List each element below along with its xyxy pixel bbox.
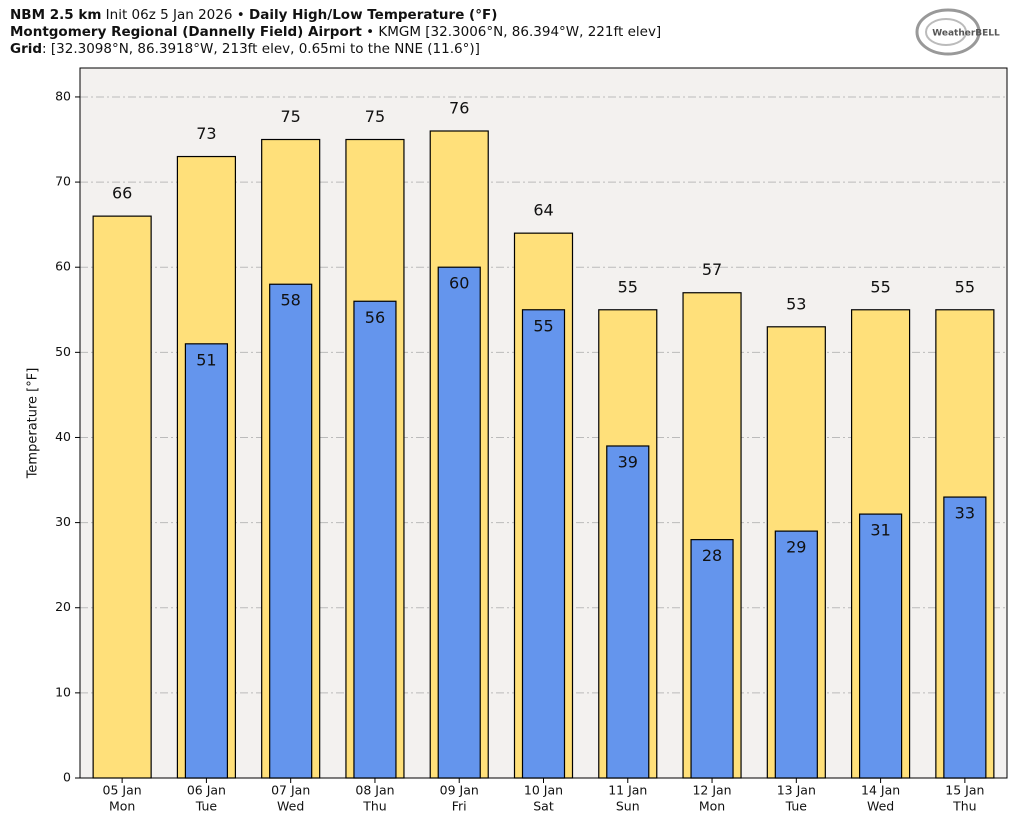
data-label: 33 bbox=[955, 504, 975, 523]
x-tick-sublabel: Tue bbox=[785, 799, 808, 814]
data-label: 56 bbox=[365, 308, 385, 327]
x-tick-sublabel: Tue bbox=[195, 799, 218, 814]
header-text: Init 06z 5 Jan 2026 • bbox=[101, 7, 249, 23]
header: NBM 2.5 km Init 06z 5 Jan 2026 • Daily H… bbox=[10, 7, 661, 58]
y-tick-label: 60 bbox=[55, 259, 71, 274]
data-label: 53 bbox=[786, 294, 806, 313]
data-label: 29 bbox=[786, 538, 806, 557]
bar bbox=[943, 496, 987, 779]
data-label: 57 bbox=[702, 260, 722, 279]
data-label: 28 bbox=[702, 546, 722, 565]
x-tick-sublabel: Sat bbox=[533, 799, 554, 814]
bar bbox=[92, 215, 152, 779]
data-label: 31 bbox=[870, 521, 890, 540]
bar bbox=[184, 343, 229, 779]
y-tick-label: 30 bbox=[55, 514, 71, 529]
y-tick-label: 40 bbox=[55, 429, 71, 444]
x-tick-sublabel: Fri bbox=[452, 799, 467, 814]
logo-text: WeatherBELL bbox=[932, 29, 1000, 39]
x-tick-sublabel: Mon bbox=[109, 799, 135, 814]
data-label: 55 bbox=[618, 277, 638, 296]
x-tick-label: 09 Jan bbox=[440, 783, 479, 798]
data-label: 55 bbox=[533, 316, 553, 335]
bar bbox=[690, 539, 734, 779]
header-text: Montgomery Regional (Dannelly Field) Air… bbox=[10, 24, 362, 40]
bar bbox=[437, 266, 481, 779]
header-line: NBM 2.5 km Init 06z 5 Jan 2026 • Daily H… bbox=[10, 7, 661, 24]
y-tick-label: 0 bbox=[63, 770, 71, 785]
header-text: NBM 2.5 km bbox=[10, 7, 102, 23]
y-tick-label: 80 bbox=[55, 88, 71, 103]
y-tick-label: 50 bbox=[55, 344, 71, 359]
data-label: 66 bbox=[112, 184, 132, 203]
x-tick-sublabel: Wed bbox=[867, 799, 894, 814]
x-tick-label: 06 Jan bbox=[187, 783, 226, 798]
data-label: 76 bbox=[449, 98, 469, 117]
x-tick-label: 10 Jan bbox=[524, 783, 563, 798]
header-text: • KMGM [32.3006°N, 86.394°W, 221ft elev] bbox=[361, 24, 662, 40]
header-text: Daily High/Low Temperature (°F) bbox=[249, 7, 498, 23]
x-tick-sublabel: Sun bbox=[616, 799, 640, 814]
header-text: : [32.3098°N, 86.3918°W, 213ft elev, 0.6… bbox=[42, 41, 480, 57]
x-tick-sublabel: Wed bbox=[277, 799, 304, 814]
bar bbox=[269, 283, 313, 779]
x-tick-label: 07 Jan bbox=[271, 783, 310, 798]
logo: WeatherBELL bbox=[915, 8, 1000, 56]
logo-ring bbox=[915, 8, 981, 56]
x-tick-sublabel: Thu bbox=[952, 799, 976, 814]
y-tick-label: 70 bbox=[55, 174, 71, 189]
x-tick-label: 13 Jan bbox=[777, 783, 816, 798]
logo-ring bbox=[925, 18, 967, 46]
data-label: 75 bbox=[365, 107, 385, 126]
x-tick-sublabel: Thu bbox=[362, 799, 386, 814]
y-tick-label: 20 bbox=[55, 599, 71, 614]
data-label: 39 bbox=[618, 452, 638, 471]
x-tick-label: 14 Jan bbox=[861, 783, 900, 798]
x-tick-label: 05 Jan bbox=[103, 783, 142, 798]
x-tick-label: 12 Jan bbox=[692, 783, 731, 798]
header-line: Grid: [32.3098°N, 86.3918°W, 213ft elev,… bbox=[10, 41, 661, 58]
data-label: 73 bbox=[196, 124, 216, 143]
bar bbox=[858, 513, 903, 779]
data-label: 64 bbox=[533, 201, 553, 220]
x-tick-sublabel: Mon bbox=[699, 799, 725, 814]
header-line: Montgomery Regional (Dannelly Field) Air… bbox=[10, 24, 661, 41]
data-label: 60 bbox=[449, 274, 469, 293]
x-tick-label: 15 Jan bbox=[945, 783, 984, 798]
bar bbox=[353, 300, 397, 779]
header-text: Grid bbox=[10, 41, 43, 57]
x-tick-label: 08 Jan bbox=[355, 783, 394, 798]
data-label: 55 bbox=[955, 277, 975, 296]
bar bbox=[774, 530, 818, 779]
x-tick-label: 11 Jan bbox=[608, 783, 647, 798]
data-label: 55 bbox=[870, 277, 890, 296]
data-label: 75 bbox=[281, 107, 301, 126]
data-label: 51 bbox=[196, 350, 216, 369]
y-axis-label: Temperature [°F] bbox=[26, 368, 41, 480]
bar bbox=[606, 445, 650, 779]
data-label: 58 bbox=[281, 291, 301, 310]
bar bbox=[521, 309, 566, 779]
y-tick-label: 10 bbox=[55, 684, 71, 699]
